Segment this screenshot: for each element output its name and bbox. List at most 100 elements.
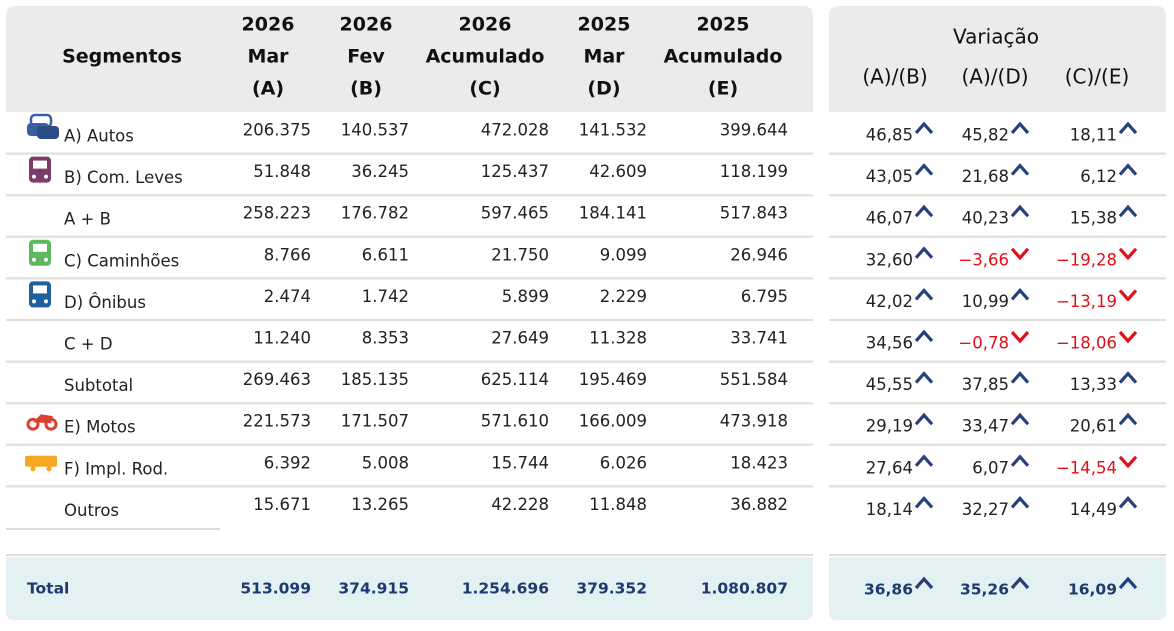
variation-value: 37,85 xyxy=(962,375,1009,394)
up-arrow xyxy=(914,121,934,135)
variation-value: 43,05 xyxy=(866,167,913,186)
variation-value: 46,85 xyxy=(866,126,913,145)
cell-value: 171.507 xyxy=(341,412,409,431)
variation-value: 42,02 xyxy=(866,292,913,311)
cell-value: 551.584 xyxy=(720,370,788,389)
variation-value: 27,64 xyxy=(866,458,913,477)
variation-value: −13,19 xyxy=(1056,292,1117,311)
cell-value: 42.609 xyxy=(589,162,647,181)
row-label: A) Autos xyxy=(64,127,134,146)
row-icon xyxy=(29,239,51,266)
up-arrow xyxy=(1118,371,1138,384)
cell-value: 571.610 xyxy=(481,412,549,431)
cell-value: 195.469 xyxy=(579,370,647,389)
cell-value: 2.229 xyxy=(600,287,647,306)
cell-value: 473.918 xyxy=(720,412,788,431)
cell-value: 5.008 xyxy=(362,453,409,472)
cell-value: 625.114 xyxy=(481,370,549,389)
variation-value: 15,38 xyxy=(1070,209,1117,228)
variation-value: 33,47 xyxy=(962,417,1009,436)
variation-title: Variação xyxy=(953,25,1039,49)
variation-value: 40,23 xyxy=(962,209,1009,228)
row-label: B) Com. Leves xyxy=(64,168,183,187)
variation-header: (A)/(B) xyxy=(862,65,927,89)
column-header: 2026 xyxy=(340,14,393,36)
up-arrow xyxy=(914,287,934,301)
cell-value: 5.899 xyxy=(502,287,549,306)
cell-value: 11.328 xyxy=(589,329,647,348)
total-value: 374.915 xyxy=(338,580,409,598)
cell-value: 9.099 xyxy=(600,245,647,264)
up-arrow xyxy=(914,495,934,509)
variation-header: (C)/(E) xyxy=(1065,65,1130,89)
up-arrow xyxy=(1010,454,1030,467)
variation-value: 18,14 xyxy=(866,500,913,519)
down-arrow xyxy=(1118,330,1138,344)
variation-value: 20,61 xyxy=(1070,417,1117,436)
cell-value: 176.782 xyxy=(341,204,409,223)
column-header: (C) xyxy=(469,78,500,100)
variation-value: −3,66 xyxy=(958,250,1009,269)
up-arrow xyxy=(914,246,934,259)
variation-header: (A)/(D) xyxy=(961,65,1028,89)
variation-value: 18,11 xyxy=(1070,126,1117,145)
header-background xyxy=(6,6,813,112)
row-label: Subtotal xyxy=(64,376,133,395)
total-variation: 36,86 xyxy=(864,581,913,599)
column-header: Acumulado xyxy=(426,46,545,68)
cell-value: 6.026 xyxy=(600,453,647,472)
variation-value: −14,54 xyxy=(1056,458,1117,477)
variation-value: 6,07 xyxy=(972,458,1009,477)
total-value: 379.352 xyxy=(576,580,647,598)
cell-value: 166.009 xyxy=(579,412,647,431)
row-label: Outros xyxy=(64,501,119,520)
row-label: A + B xyxy=(64,210,111,229)
variation-value: 13,33 xyxy=(1070,375,1117,394)
down-arrow xyxy=(1118,455,1138,469)
row-icon xyxy=(32,299,36,304)
cell-value: 517.843 xyxy=(720,204,788,223)
row-icon xyxy=(29,281,51,308)
up-arrow xyxy=(914,371,934,384)
cell-value: 8.353 xyxy=(362,329,409,348)
up-arrow xyxy=(1010,287,1030,301)
variation-value: 34,56 xyxy=(866,334,913,353)
up-arrow xyxy=(914,576,934,590)
row-icon xyxy=(30,466,36,472)
down-arrow xyxy=(1118,289,1138,302)
variation-header-background xyxy=(829,6,1166,112)
cell-value: 11.240 xyxy=(253,329,311,348)
cell-value: 15.671 xyxy=(253,495,311,514)
row-label: D) Ônibus xyxy=(64,293,146,312)
up-arrow xyxy=(1118,121,1138,135)
row-icon xyxy=(44,257,48,262)
column-header: (B) xyxy=(350,78,382,100)
row-icon xyxy=(33,414,53,424)
down-arrow xyxy=(1010,330,1030,344)
cell-value: 258.223 xyxy=(243,204,311,223)
total-variation: 35,26 xyxy=(960,581,1009,599)
up-arrow xyxy=(914,329,934,343)
row-icon xyxy=(33,160,47,169)
row-icon xyxy=(44,174,48,179)
variation-value: 6,12 xyxy=(1080,167,1117,186)
cell-value: 18.423 xyxy=(730,453,788,472)
cell-value: 2.474 xyxy=(264,287,311,306)
cell-value: 8.766 xyxy=(264,245,311,264)
row-icon xyxy=(26,417,40,431)
up-arrow xyxy=(1118,576,1138,590)
up-arrow xyxy=(1010,121,1030,135)
cell-value: 21.750 xyxy=(491,245,549,264)
variation-value: 10,99 xyxy=(962,292,1009,311)
row-icon xyxy=(29,156,51,183)
variation-value: −18,06 xyxy=(1056,334,1117,353)
cell-value: 36.245 xyxy=(351,162,409,181)
column-header: (A) xyxy=(252,78,284,100)
cell-value: 125.437 xyxy=(481,162,549,181)
row-icon xyxy=(32,174,36,179)
up-arrow xyxy=(1010,204,1030,218)
cell-value: 472.028 xyxy=(481,121,549,140)
cell-value: 221.573 xyxy=(243,412,311,431)
row-icon xyxy=(25,455,57,467)
cell-value: 1.742 xyxy=(362,287,409,306)
